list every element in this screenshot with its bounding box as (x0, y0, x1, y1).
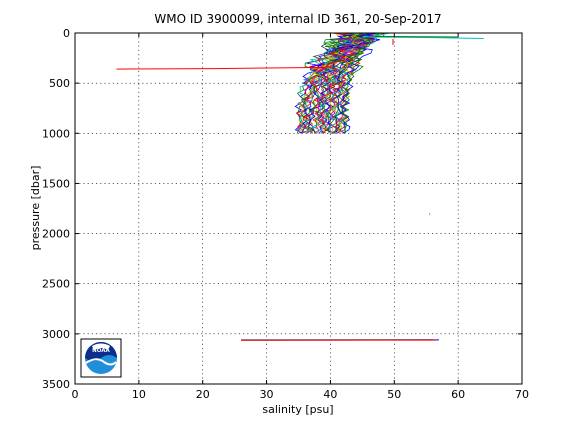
y-tick-label: 2500 (42, 278, 70, 291)
salinity-profile-line (321, 32, 375, 134)
salinity-profile-line (294, 32, 348, 134)
x-axis-label: salinity [psu] (262, 403, 333, 416)
axis-ticks: 0 10 20 30 40 50 60 70 0 500 1000 1500 2000 2500 3000 3… (42, 27, 529, 401)
y-tick-label: 0 (63, 27, 70, 40)
axes-frame (74, 32, 523, 385)
x-tick-label: 0 (72, 388, 79, 401)
salinity-profile-line (311, 32, 380, 134)
plot-area: 0 10 20 30 40 50 60 70 0 500 1000 1500 2000 2500 3000 3… (42, 27, 529, 401)
y-tick-label: 1500 (42, 177, 70, 190)
salinity-profile-line (340, 32, 371, 134)
noaa-logo: NOAA (80, 338, 122, 378)
data-series (116, 32, 484, 341)
y-tick-label: 500 (49, 77, 70, 90)
y-axis-label: pressure [dbar] (29, 166, 42, 251)
chart-title: WMO ID 3900099, internal ID 361, 20-Sep-… (154, 12, 441, 26)
y-tick-label: 3000 (42, 328, 70, 341)
x-tick-label: 70 (515, 388, 529, 401)
plot-background (75, 33, 522, 384)
salinity-profile-line (331, 32, 366, 134)
noaa-logo-text: NOAA (92, 348, 110, 354)
series-line (428, 213, 431, 215)
salinity-profile-line (337, 32, 369, 134)
x-tick-label: 40 (323, 388, 337, 401)
series-line (375, 36, 459, 38)
x-tick-label: 50 (387, 388, 401, 401)
x-tick-label: 30 (260, 388, 274, 401)
salinity-profile-line (319, 32, 369, 134)
x-tick-label: 10 (132, 388, 146, 401)
y-tick-label: 1000 (42, 127, 70, 140)
y-tick-label: 2000 (42, 228, 70, 241)
x-tick-label: 60 (451, 388, 465, 401)
grid (75, 33, 522, 384)
x-tick-label: 20 (196, 388, 210, 401)
series-line (116, 66, 331, 70)
y-tick-label: 3500 (42, 378, 70, 391)
series-line (362, 36, 484, 39)
